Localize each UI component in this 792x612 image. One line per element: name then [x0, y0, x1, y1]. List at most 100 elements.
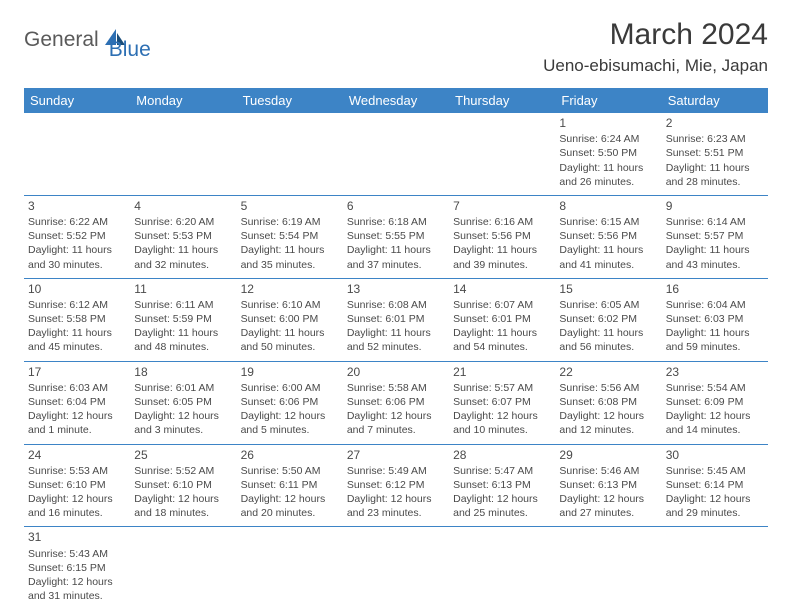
sunrise-line: Sunrise: 5:45 AM [666, 464, 764, 478]
daylight-line: Daylight: 11 hours and 37 minutes. [347, 243, 445, 271]
calendar-day-cell [662, 527, 768, 609]
calendar-day-cell: 14Sunrise: 6:07 AMSunset: 6:01 PMDayligh… [449, 278, 555, 361]
weekday-header: Wednesday [343, 88, 449, 113]
sunrise-line: Sunrise: 6:12 AM [28, 298, 126, 312]
calendar-day-cell [343, 113, 449, 195]
sunset-line: Sunset: 6:15 PM [28, 561, 126, 575]
sunrise-line: Sunrise: 6:04 AM [666, 298, 764, 312]
day-number: 30 [666, 447, 764, 463]
sunset-line: Sunset: 6:01 PM [453, 312, 551, 326]
logo-text-general: General [24, 28, 99, 52]
daylight-line: Daylight: 11 hours and 50 minutes. [241, 326, 339, 354]
sunrise-line: Sunrise: 6:24 AM [559, 132, 657, 146]
day-number: 8 [559, 198, 657, 214]
sunrise-line: Sunrise: 5:58 AM [347, 381, 445, 395]
day-number: 19 [241, 364, 339, 380]
weekday-header: Thursday [449, 88, 555, 113]
sunset-line: Sunset: 5:51 PM [666, 146, 764, 160]
sunrise-line: Sunrise: 5:56 AM [559, 381, 657, 395]
daylight-line: Daylight: 12 hours and 5 minutes. [241, 409, 339, 437]
calendar-day-cell [237, 113, 343, 195]
day-number: 3 [28, 198, 126, 214]
sunrise-line: Sunrise: 5:50 AM [241, 464, 339, 478]
calendar-week-row: 10Sunrise: 6:12 AMSunset: 5:58 PMDayligh… [24, 278, 768, 361]
calendar-day-cell: 25Sunrise: 5:52 AMSunset: 6:10 PMDayligh… [130, 444, 236, 527]
header: General Blue March 2024 Ueno-ebisumachi,… [24, 18, 768, 76]
calendar-week-row: 17Sunrise: 6:03 AMSunset: 6:04 PMDayligh… [24, 361, 768, 444]
daylight-line: Daylight: 11 hours and 39 minutes. [453, 243, 551, 271]
daylight-line: Daylight: 11 hours and 32 minutes. [134, 243, 232, 271]
sunset-line: Sunset: 5:58 PM [28, 312, 126, 326]
calendar-day-cell: 1Sunrise: 6:24 AMSunset: 5:50 PMDaylight… [555, 113, 661, 195]
sunset-line: Sunset: 5:54 PM [241, 229, 339, 243]
sunrise-line: Sunrise: 5:47 AM [453, 464, 551, 478]
sunset-line: Sunset: 5:57 PM [666, 229, 764, 243]
daylight-line: Daylight: 11 hours and 54 minutes. [453, 326, 551, 354]
calendar-week-row: 24Sunrise: 5:53 AMSunset: 6:10 PMDayligh… [24, 444, 768, 527]
calendar-day-cell: 19Sunrise: 6:00 AMSunset: 6:06 PMDayligh… [237, 361, 343, 444]
calendar-day-cell: 21Sunrise: 5:57 AMSunset: 6:07 PMDayligh… [449, 361, 555, 444]
day-number: 16 [666, 281, 764, 297]
day-number: 25 [134, 447, 232, 463]
sunset-line: Sunset: 6:04 PM [28, 395, 126, 409]
sunset-line: Sunset: 6:03 PM [666, 312, 764, 326]
day-number: 2 [666, 115, 764, 131]
calendar-day-cell [449, 113, 555, 195]
daylight-line: Daylight: 11 hours and 41 minutes. [559, 243, 657, 271]
day-number: 9 [666, 198, 764, 214]
daylight-line: Daylight: 12 hours and 7 minutes. [347, 409, 445, 437]
daylight-line: Daylight: 12 hours and 31 minutes. [28, 575, 126, 603]
calendar-day-cell: 4Sunrise: 6:20 AMSunset: 5:53 PMDaylight… [130, 195, 236, 278]
calendar-day-cell: 17Sunrise: 6:03 AMSunset: 6:04 PMDayligh… [24, 361, 130, 444]
sunset-line: Sunset: 5:59 PM [134, 312, 232, 326]
calendar-day-cell [237, 527, 343, 609]
sunrise-line: Sunrise: 6:10 AM [241, 298, 339, 312]
daylight-line: Daylight: 12 hours and 1 minute. [28, 409, 126, 437]
daylight-line: Daylight: 11 hours and 45 minutes. [28, 326, 126, 354]
sunrise-line: Sunrise: 5:49 AM [347, 464, 445, 478]
calendar-week-row: 3Sunrise: 6:22 AMSunset: 5:52 PMDaylight… [24, 195, 768, 278]
day-number: 11 [134, 281, 232, 297]
day-number: 12 [241, 281, 339, 297]
location: Ueno-ebisumachi, Mie, Japan [543, 56, 768, 76]
sunset-line: Sunset: 6:13 PM [559, 478, 657, 492]
calendar-day-cell: 18Sunrise: 6:01 AMSunset: 6:05 PMDayligh… [130, 361, 236, 444]
calendar-day-cell [555, 527, 661, 609]
sunset-line: Sunset: 6:10 PM [28, 478, 126, 492]
sunset-line: Sunset: 6:01 PM [347, 312, 445, 326]
day-number: 23 [666, 364, 764, 380]
month-title: March 2024 [543, 18, 768, 52]
day-number: 6 [347, 198, 445, 214]
day-number: 5 [241, 198, 339, 214]
daylight-line: Daylight: 12 hours and 3 minutes. [134, 409, 232, 437]
sunset-line: Sunset: 6:12 PM [347, 478, 445, 492]
day-number: 18 [134, 364, 232, 380]
sunset-line: Sunset: 5:55 PM [347, 229, 445, 243]
calendar-day-cell: 15Sunrise: 6:05 AMSunset: 6:02 PMDayligh… [555, 278, 661, 361]
logo-text-blue: Blue [109, 38, 151, 62]
title-block: March 2024 Ueno-ebisumachi, Mie, Japan [543, 18, 768, 76]
day-number: 20 [347, 364, 445, 380]
sunrise-line: Sunrise: 5:43 AM [28, 547, 126, 561]
calendar-day-cell: 3Sunrise: 6:22 AMSunset: 5:52 PMDaylight… [24, 195, 130, 278]
sunrise-line: Sunrise: 6:16 AM [453, 215, 551, 229]
day-number: 24 [28, 447, 126, 463]
day-number: 17 [28, 364, 126, 380]
weekday-header-row: SundayMondayTuesdayWednesdayThursdayFrid… [24, 88, 768, 113]
calendar-week-row: 31Sunrise: 5:43 AMSunset: 6:15 PMDayligh… [24, 527, 768, 609]
daylight-line: Daylight: 12 hours and 20 minutes. [241, 492, 339, 520]
sunset-line: Sunset: 6:07 PM [453, 395, 551, 409]
daylight-line: Daylight: 12 hours and 14 minutes. [666, 409, 764, 437]
weekday-header: Tuesday [237, 88, 343, 113]
calendar-day-cell: 30Sunrise: 5:45 AMSunset: 6:14 PMDayligh… [662, 444, 768, 527]
sunset-line: Sunset: 6:11 PM [241, 478, 339, 492]
sunrise-line: Sunrise: 6:18 AM [347, 215, 445, 229]
sunset-line: Sunset: 6:06 PM [241, 395, 339, 409]
day-number: 21 [453, 364, 551, 380]
sunrise-line: Sunrise: 6:11 AM [134, 298, 232, 312]
sunrise-line: Sunrise: 6:03 AM [28, 381, 126, 395]
daylight-line: Daylight: 11 hours and 48 minutes. [134, 326, 232, 354]
calendar-day-cell: 28Sunrise: 5:47 AMSunset: 6:13 PMDayligh… [449, 444, 555, 527]
sunrise-line: Sunrise: 6:23 AM [666, 132, 764, 146]
day-number: 13 [347, 281, 445, 297]
